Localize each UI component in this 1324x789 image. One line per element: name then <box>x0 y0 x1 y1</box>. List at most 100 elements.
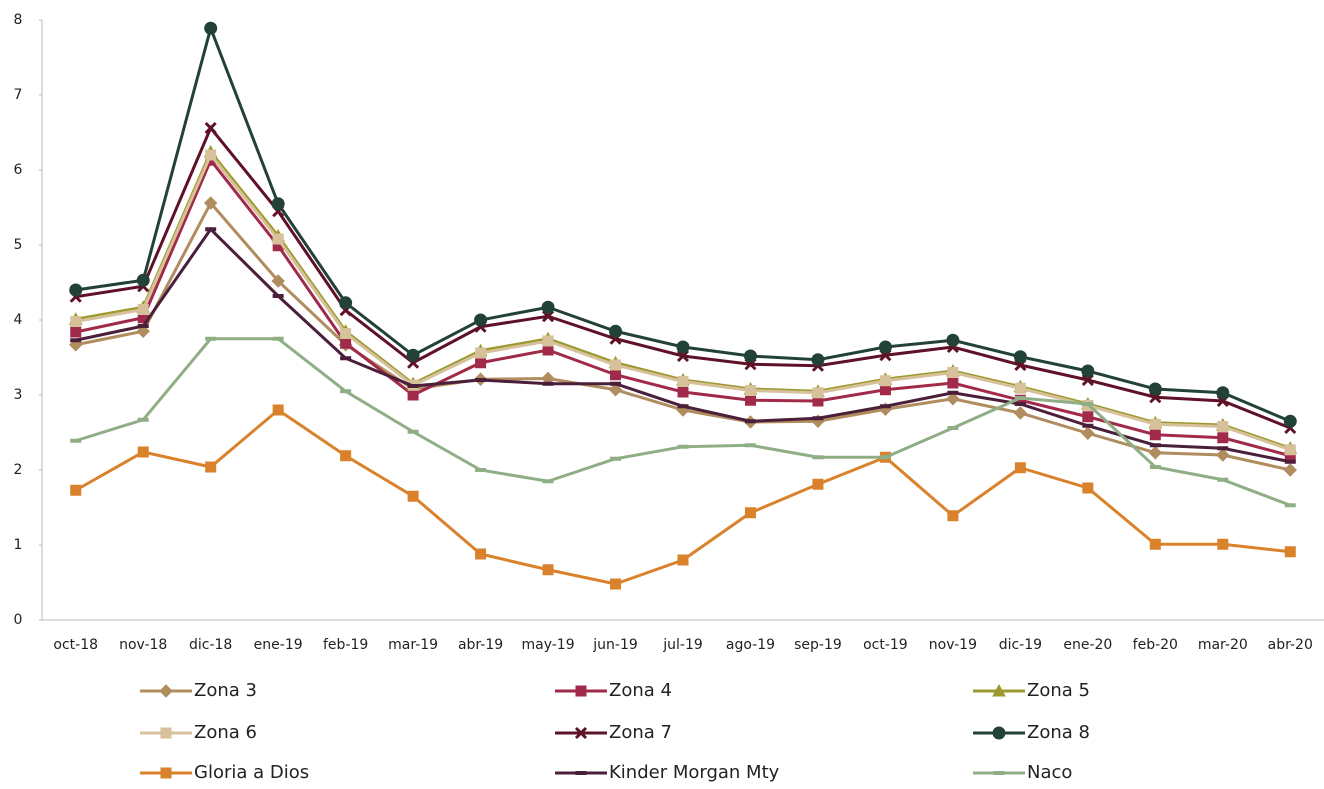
marker <box>272 336 284 341</box>
marker <box>541 300 555 314</box>
marker <box>136 273 150 287</box>
marker <box>1082 402 1094 406</box>
marker <box>812 478 824 490</box>
x-tick-label: dic-19 <box>999 637 1042 653</box>
marker <box>1082 482 1094 494</box>
marker <box>946 333 960 347</box>
marker <box>205 336 217 341</box>
marker <box>1082 423 1094 428</box>
legend-label: Kinder Morgan Mty <box>609 762 780 783</box>
marker <box>340 450 352 462</box>
x-tick-label: jun-19 <box>592 637 638 653</box>
series <box>70 404 1296 590</box>
legend-label: Zona 8 <box>1027 722 1090 743</box>
line <box>75 200 1291 472</box>
marker <box>743 349 757 363</box>
marker <box>1284 459 1296 464</box>
marker <box>878 340 892 354</box>
marker <box>610 456 622 461</box>
x-tick-label: sep-19 <box>794 637 842 653</box>
marker <box>1284 503 1296 508</box>
legend-item: Zona 5 <box>973 680 1090 701</box>
marker <box>70 438 82 443</box>
marker <box>203 196 218 210</box>
marker <box>407 384 419 388</box>
x-tick-label: abr-19 <box>458 637 503 653</box>
marker <box>340 337 352 349</box>
legend-label: Zona 3 <box>194 680 257 701</box>
marker <box>992 683 1006 697</box>
marker <box>272 404 284 416</box>
marker <box>1013 406 1028 420</box>
marker <box>677 554 689 566</box>
marker <box>205 461 217 473</box>
marker <box>609 324 623 338</box>
marker <box>159 684 173 698</box>
marker <box>339 296 353 310</box>
marker <box>137 304 149 315</box>
legend-label: Zona 5 <box>1027 680 1090 701</box>
marker <box>1014 382 1026 394</box>
marker <box>744 394 756 406</box>
marker <box>542 381 554 386</box>
x-tick-label: ene-20 <box>1063 637 1112 653</box>
marker <box>879 375 891 387</box>
marker <box>1284 444 1296 456</box>
marker <box>407 429 419 434</box>
marker <box>744 385 756 396</box>
marker <box>610 578 622 590</box>
marker <box>1081 364 1095 378</box>
marker <box>340 356 352 361</box>
y-tick-label: 5 <box>14 237 23 253</box>
marker <box>1217 446 1229 451</box>
marker <box>1284 546 1296 558</box>
y-tick-label: 3 <box>14 387 23 403</box>
marker <box>474 313 488 327</box>
marker <box>69 283 83 297</box>
marker <box>676 340 690 354</box>
x-tick-label: mar-20 <box>1198 637 1248 653</box>
marker <box>677 386 689 398</box>
legend-item: Naco <box>973 762 1072 783</box>
y-tick-label: 6 <box>14 162 23 178</box>
marker <box>811 353 825 367</box>
x-tick-label: may-19 <box>521 637 574 653</box>
marker <box>136 324 150 338</box>
marker <box>608 383 623 397</box>
marker <box>575 685 587 697</box>
y-tick-label: 7 <box>14 87 23 103</box>
legend-item: Zona 6 <box>140 722 257 743</box>
marker <box>205 149 217 161</box>
marker <box>1149 418 1161 430</box>
marker <box>677 444 689 449</box>
marker <box>137 417 149 422</box>
x-tick-label: feb-20 <box>1133 637 1178 653</box>
marker <box>1283 463 1297 477</box>
marker <box>272 294 284 298</box>
marker <box>610 359 622 371</box>
legend-item: Kinder Morgan Mty <box>555 762 780 783</box>
marker <box>993 771 1005 775</box>
marker <box>947 510 959 522</box>
legend-item: Zona 4 <box>555 680 672 701</box>
marker <box>542 479 554 484</box>
marker <box>744 419 756 424</box>
x-tick-label: ago-19 <box>726 637 775 653</box>
legend-label: Gloria a Dios <box>194 762 309 783</box>
legend-item: Zona 7 <box>555 722 672 743</box>
marker <box>676 349 690 363</box>
marker <box>1149 538 1161 550</box>
marker <box>160 767 172 779</box>
marker <box>475 357 487 369</box>
marker <box>340 389 352 394</box>
y-tick-label: 4 <box>14 312 23 328</box>
x-tick-label: nov-19 <box>929 637 977 653</box>
series <box>70 336 1296 508</box>
marker <box>812 416 824 421</box>
marker <box>204 21 218 35</box>
marker <box>1014 462 1026 474</box>
marker <box>677 404 689 409</box>
marker <box>340 328 352 339</box>
x-tick-label: feb-19 <box>323 637 368 653</box>
